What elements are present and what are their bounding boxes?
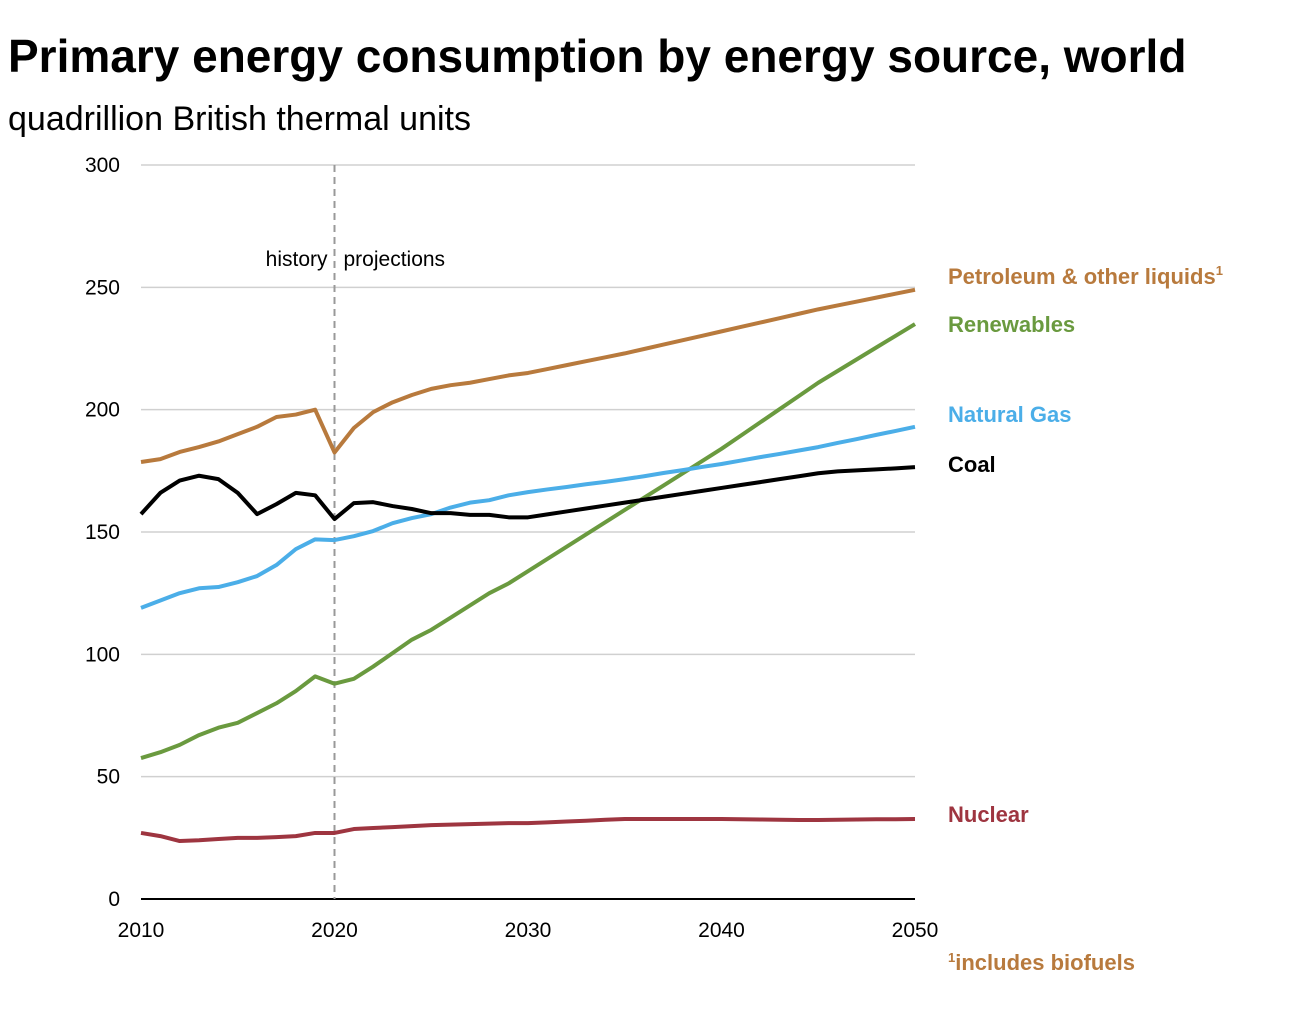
y-tick-label: 0 <box>108 888 120 911</box>
series-line-natural-gas <box>140 424 916 610</box>
x-tick-label: 2020 <box>311 919 358 942</box>
footnote: 1includes biofuels <box>948 950 1135 975</box>
series-label-text: Nuclear <box>948 802 1029 827</box>
y-tick-label: 150 <box>85 521 120 544</box>
y-tick-label: 50 <box>97 766 120 789</box>
x-tick-label: 2030 <box>505 919 552 942</box>
gridlines <box>141 164 915 900</box>
x-tick-label: 2010 <box>118 919 165 942</box>
series-label-text: Renewables <box>948 312 1075 337</box>
series-line-renewables <box>140 322 917 760</box>
series-label: Petroleum & other liquids1 <box>948 263 1223 289</box>
footnote-mark: 1 <box>948 950 955 965</box>
projections-annotation: projections <box>344 248 446 271</box>
y-axis-ticks: 0 50 100 150 200 250 300 <box>85 154 120 911</box>
series-label: Nuclear <box>948 802 1029 827</box>
series-line-coal <box>139 465 916 522</box>
superscript: 1 <box>1216 263 1223 278</box>
x-axis-ticks: 2010 2020 2030 2040 2050 <box>118 919 939 942</box>
series-line-nuclear <box>140 816 916 844</box>
series-label: Coal <box>948 452 996 477</box>
series-label-text: Coal <box>948 452 996 477</box>
series-label-text: Natural Gas <box>948 402 1072 427</box>
x-tick-label: 2050 <box>892 919 939 942</box>
x-tick-label: 2040 <box>698 919 745 942</box>
chart-subtitle: quadrillion British thermal units <box>8 100 471 138</box>
footnote-text: includes biofuels <box>955 950 1135 975</box>
y-tick-label: 300 <box>85 154 120 177</box>
y-tick-label: 250 <box>85 276 120 299</box>
y-tick-label: 100 <box>85 643 120 666</box>
chart-title: Primary energy consumption by energy sou… <box>8 30 1186 82</box>
series-labels: Petroleum & other liquids1 Renewables Natu… <box>948 263 1223 827</box>
history-annotation: history <box>266 248 328 271</box>
series-label: Natural Gas <box>948 402 1072 427</box>
series-line-petroleum-other-liquids <box>140 287 916 465</box>
series-lines <box>139 287 917 844</box>
series-label: Renewables <box>948 312 1075 337</box>
y-tick-label: 200 <box>85 399 120 422</box>
series-label-text: Petroleum & other liquids <box>948 264 1216 289</box>
